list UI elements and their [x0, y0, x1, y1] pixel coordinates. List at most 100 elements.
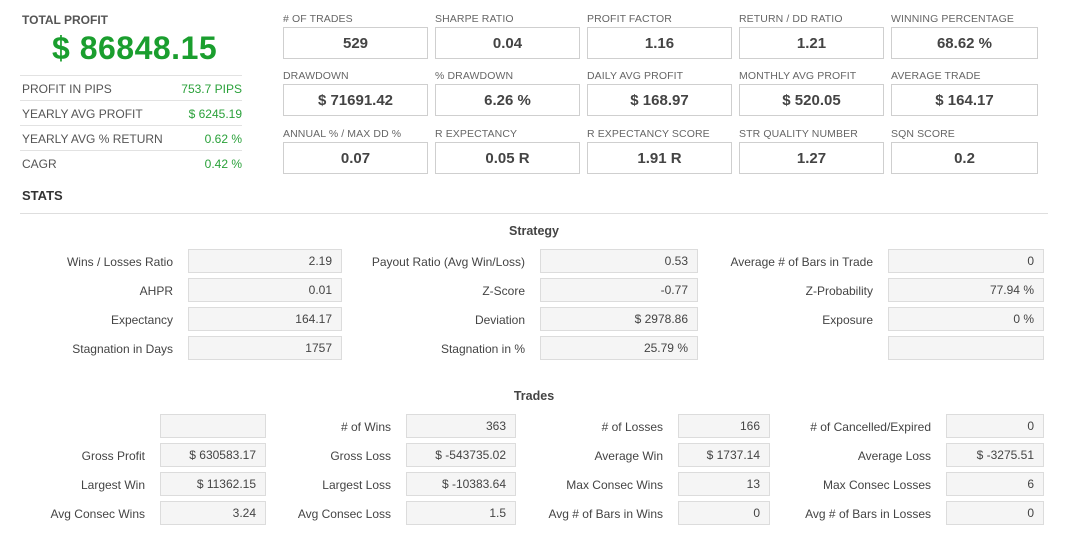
- total-profit-value: $ 86848.15: [52, 30, 218, 66]
- metric-value-winning-percentage: 68.62 %: [891, 27, 1038, 59]
- stat-value: 0: [888, 249, 1044, 273]
- stat-label: Payout Ratio (Avg Win/Loss): [371, 255, 525, 269]
- summary-divider: [20, 125, 242, 126]
- stat-label: Expectancy: [110, 313, 173, 327]
- total-profit-label: TOTAL PROFIT: [22, 13, 108, 27]
- summary-row-value: 0.42 %: [204, 157, 242, 171]
- summary-row-label: PROFIT IN PIPS: [22, 82, 112, 96]
- strategy-section-title: Strategy: [508, 224, 560, 238]
- trade-label: # of Cancelled/Expired: [810, 420, 931, 434]
- summary-row-yearly-avg-profit: YEARLY AVG PROFIT $ 6245.19: [22, 105, 242, 125]
- stat-label: Wins / Losses Ratio: [66, 255, 173, 269]
- metric-label-monthly-avg-profit: MONTHLY AVG PROFIT: [739, 70, 857, 82]
- trade-value: $ -3275.51: [946, 443, 1044, 467]
- metric-value-drawdown: $ 71691.42: [283, 84, 428, 116]
- trade-label: Average Win: [594, 449, 663, 463]
- trade-label: Avg # of Bars in Losses: [805, 507, 931, 521]
- metric-label-return-dd-ratio: RETURN / DD RATIO: [739, 13, 843, 25]
- trade-value: 1.5: [406, 501, 516, 525]
- trade-label: Max Consec Wins: [566, 478, 663, 492]
- trade-label: Largest Loss: [322, 478, 391, 492]
- stat-label: Deviation: [474, 313, 525, 327]
- stat-label: Z-Probability: [805, 284, 873, 298]
- stat-value: -0.77: [540, 278, 698, 302]
- stat-value: 0.53: [540, 249, 698, 273]
- trades-section-title: Trades: [513, 389, 555, 403]
- trade-value: 0: [678, 501, 770, 525]
- metric-value-r-expectancy-score: 1.91 R: [587, 142, 732, 174]
- metric-value-daily-avg-profit: $ 168.97: [587, 84, 732, 116]
- summary-row-label: YEARLY AVG PROFIT: [22, 107, 143, 121]
- trade-value: 13: [678, 472, 770, 496]
- summary-row-value: 753.7 PIPS: [181, 82, 242, 96]
- metric-value-str-quality-number: 1.27: [739, 142, 884, 174]
- stats-heading: STATS: [22, 188, 63, 203]
- stat-value: $ 2978.86: [540, 307, 698, 331]
- metric-label-sharpe-ratio: SHARPE RATIO: [435, 13, 514, 25]
- metric-label-average-trade: AVERAGE TRADE: [891, 70, 981, 82]
- metric-label-profit-factor: PROFIT FACTOR: [587, 13, 672, 25]
- metric-value-sqn-score: 0.2: [891, 142, 1038, 174]
- stat-label: Average # of Bars in Trade: [730, 255, 873, 269]
- summary-row-profit-in-pips: PROFIT IN PIPS 753.7 PIPS: [22, 80, 242, 100]
- metric-label-daily-avg-profit: DAILY AVG PROFIT: [587, 70, 684, 82]
- trade-value: $ -10383.64: [406, 472, 516, 496]
- metric-label-str-quality-number: STR QUALITY NUMBER: [739, 128, 858, 140]
- trade-value: 0: [946, 414, 1044, 438]
- metric-value-r-expectancy: 0.05 R: [435, 142, 580, 174]
- stat-value: 0.01: [188, 278, 342, 302]
- trade-label: # of Wins: [340, 420, 391, 434]
- stat-label: Stagnation in %: [440, 342, 525, 356]
- trade-label: Max Consec Losses: [822, 478, 931, 492]
- summary-divider: [20, 150, 242, 151]
- summary-row-yearly-avg-return: YEARLY AVG % RETURN 0.62 %: [22, 130, 242, 150]
- trade-label: Avg Consec Loss: [297, 507, 391, 521]
- trade-label: Avg # of Bars in Wins: [548, 507, 664, 521]
- trade-value: 363: [406, 414, 516, 438]
- stat-value: [888, 336, 1044, 360]
- summary-divider: [20, 75, 242, 76]
- stat-value: 77.94 %: [888, 278, 1044, 302]
- trade-value: $ 1737.14: [678, 443, 770, 467]
- trade-value: [160, 414, 266, 438]
- metric-label-num-trades: # OF TRADES: [283, 13, 353, 25]
- trade-value: 6: [946, 472, 1044, 496]
- stat-label: Stagnation in Days: [72, 342, 173, 356]
- summary-row-value: $ 6245.19: [188, 107, 242, 121]
- trade-label: Gross Profit: [81, 449, 145, 463]
- stat-value: 25.79 %: [540, 336, 698, 360]
- metric-label-drawdown: DRAWDOWN: [283, 70, 349, 82]
- stat-value: 0 %: [888, 307, 1044, 331]
- metric-label-sqn-score: SQN SCORE: [891, 128, 955, 140]
- trade-label: # of Losses: [601, 420, 663, 434]
- summary-row-value: 0.62 %: [204, 132, 242, 146]
- metric-label-pct-drawdown: % DRAWDOWN: [435, 70, 514, 82]
- summary-row-cagr: CAGR 0.42 %: [22, 155, 242, 175]
- summary-divider: [20, 100, 242, 101]
- trade-label: Avg Consec Wins: [50, 507, 145, 521]
- metric-label-annual-max-dd: ANNUAL % / MAX DD %: [283, 128, 402, 140]
- trade-value: 3.24: [160, 501, 266, 525]
- metric-value-pct-drawdown: 6.26 %: [435, 84, 580, 116]
- stat-value: 1757: [188, 336, 342, 360]
- trade-label: Largest Win: [80, 478, 145, 492]
- stat-label: AHPR: [139, 284, 173, 298]
- stats-divider: [20, 213, 1048, 214]
- metric-value-num-trades: 529: [283, 27, 428, 59]
- stat-label: Z-Score: [482, 284, 525, 298]
- metric-value-average-trade: $ 164.17: [891, 84, 1038, 116]
- trade-value: $ 630583.17: [160, 443, 266, 467]
- stat-label: Exposure: [822, 313, 873, 327]
- metric-label-r-expectancy-score: R EXPECTANCY SCORE: [587, 128, 710, 140]
- metric-label-winning-percentage: WINNING PERCENTAGE: [891, 13, 1014, 25]
- trade-value: $ 11362.15: [160, 472, 266, 496]
- summary-row-label: YEARLY AVG % RETURN: [22, 132, 163, 146]
- metric-value-sharpe-ratio: 0.04: [435, 27, 580, 59]
- trade-value: 166: [678, 414, 770, 438]
- stat-value: 2.19: [188, 249, 342, 273]
- trade-label: Gross Loss: [330, 449, 391, 463]
- metric-label-r-expectancy: R EXPECTANCY: [435, 128, 518, 140]
- summary-row-label: CAGR: [22, 157, 57, 171]
- trade-label: Average Loss: [857, 449, 931, 463]
- trade-value: $ -543735.02: [406, 443, 516, 467]
